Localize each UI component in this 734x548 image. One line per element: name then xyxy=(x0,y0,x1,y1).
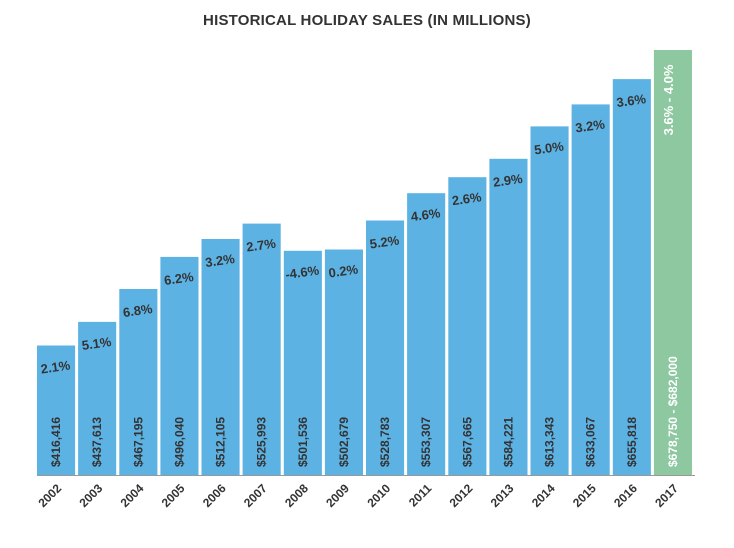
value-label: $496,040 xyxy=(172,417,186,467)
growth-label: 5.1% xyxy=(81,334,113,353)
data-bar xyxy=(448,177,487,475)
value-label: $501,536 xyxy=(296,417,310,467)
x-tick-label: 2009 xyxy=(323,481,352,510)
growth-label: 6.2% xyxy=(163,269,195,288)
x-tick-label: 2004 xyxy=(118,481,147,510)
x-tick-label: 2016 xyxy=(611,481,640,510)
growth-label: 5.0% xyxy=(533,138,565,157)
growth-label: 3.2% xyxy=(574,116,606,135)
growth-label: 3.6% xyxy=(615,91,647,110)
growth-label: 0.2% xyxy=(328,261,360,280)
forecast-bar xyxy=(653,50,692,475)
x-tick-label: 2017 xyxy=(652,481,681,510)
value-label: $613,343 xyxy=(543,417,557,467)
data-bar xyxy=(119,289,158,475)
data-bar xyxy=(283,250,322,475)
x-tick-label: 2011 xyxy=(406,481,435,510)
growth-label: 3.2% xyxy=(204,251,236,270)
value-label: $467,195 xyxy=(131,417,145,467)
x-tick-label: 2006 xyxy=(200,481,229,510)
data-bar xyxy=(366,220,405,475)
value-label: $525,993 xyxy=(255,417,269,467)
value-label: $553,307 xyxy=(419,417,433,467)
data-bar xyxy=(530,126,569,476)
x-tick-label: 2015 xyxy=(570,481,599,510)
data-bar xyxy=(37,345,76,475)
x-tick-label: 2012 xyxy=(447,481,476,510)
data-bar xyxy=(201,239,240,475)
growth-label: 4.6% xyxy=(410,205,442,224)
data-bar xyxy=(612,79,651,475)
value-label: $678,750 - $682,000 xyxy=(666,356,680,467)
growth-label: 2.9% xyxy=(492,171,524,190)
data-bar xyxy=(324,249,363,475)
data-bar xyxy=(78,321,117,475)
value-label: $502,679 xyxy=(337,417,351,467)
value-label: $633,067 xyxy=(584,417,598,467)
value-label: $437,613 xyxy=(90,417,104,467)
growth-label: 2.7% xyxy=(245,236,277,255)
growth-label: 5.2% xyxy=(369,232,401,251)
data-bar xyxy=(160,256,199,475)
value-label: $567,665 xyxy=(460,417,474,467)
x-tick-label: 2008 xyxy=(282,481,311,510)
growth-label: -4.6% xyxy=(284,262,320,282)
x-tick-label: 2003 xyxy=(77,481,106,510)
x-tick-label: 2014 xyxy=(529,481,558,510)
value-label: $512,105 xyxy=(214,417,228,467)
data-bar xyxy=(571,104,610,476)
data-bar xyxy=(242,223,281,475)
x-tick-label: 2002 xyxy=(35,481,64,510)
x-tick-label: 2010 xyxy=(364,481,393,510)
value-label: $528,783 xyxy=(378,417,392,467)
data-bar xyxy=(489,158,528,476)
value-label: $584,221 xyxy=(501,417,515,467)
x-tick-label: 2005 xyxy=(159,481,188,510)
growth-label: 3.6% - 4.0% xyxy=(661,64,676,135)
growth-label: 2.1% xyxy=(40,357,72,376)
value-label: $416,416 xyxy=(49,417,63,467)
growth-label: 2.6% xyxy=(451,189,483,208)
value-label: $655,818 xyxy=(625,417,639,467)
x-tick-label: 2007 xyxy=(241,481,270,510)
x-tick-label: 2013 xyxy=(488,481,517,510)
growth-label: 6.8% xyxy=(122,301,154,320)
chart-title: HISTORICAL HOLIDAY SALES (IN MILLIONS) xyxy=(203,12,531,29)
data-bar xyxy=(407,193,446,475)
